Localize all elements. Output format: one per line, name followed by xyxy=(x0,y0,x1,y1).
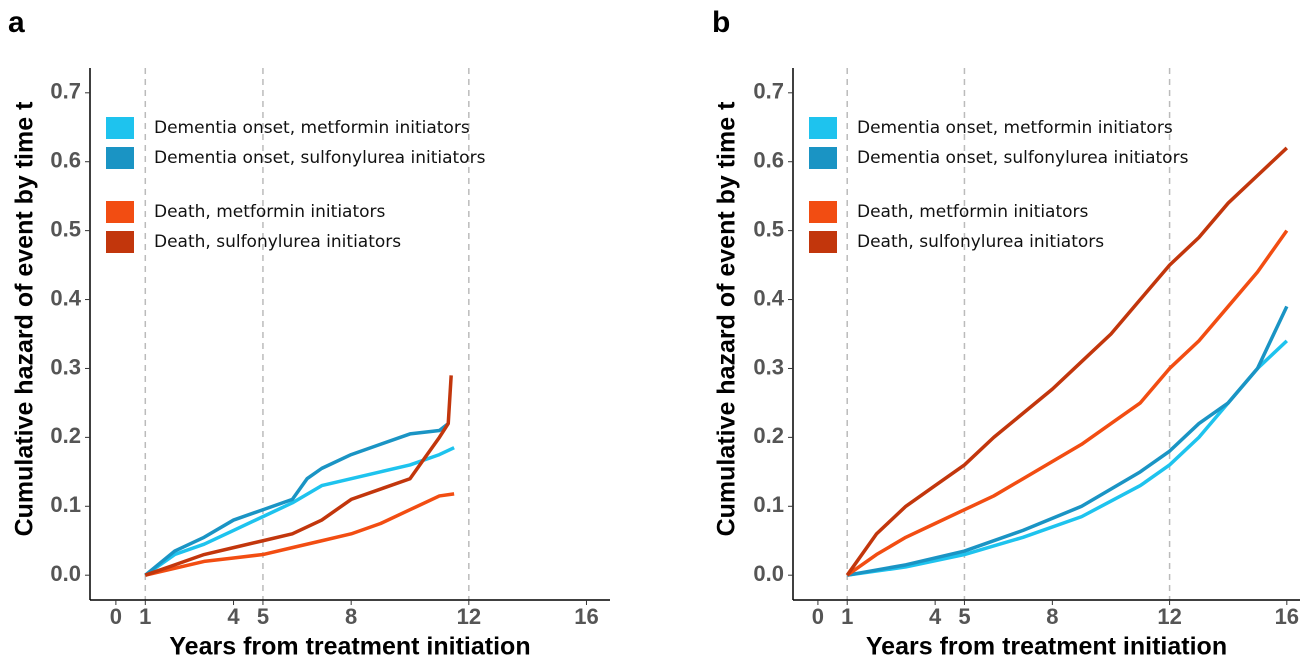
legend-label: Death, sulfonylurea initiators xyxy=(154,232,401,252)
y-tick-label: 0.6 xyxy=(753,148,784,173)
legend-label: Dementia onset, sulfonylurea initiators xyxy=(154,148,486,168)
line xyxy=(845,146,1289,577)
x-tick-label: 5 xyxy=(257,604,269,629)
y-tick-label: 0.5 xyxy=(50,216,81,241)
y-tick-label: 0.1 xyxy=(50,492,81,517)
x-tick-label: 1 xyxy=(841,604,853,629)
x-tick-label: 5 xyxy=(958,604,970,629)
line xyxy=(144,492,455,577)
y-tick-label: 0.2 xyxy=(753,423,784,448)
y-tick-label: 0.1 xyxy=(753,492,784,517)
y-tick-label: 0.7 xyxy=(50,79,81,104)
legend-swatch xyxy=(106,117,134,139)
y-tick-label: 0.0 xyxy=(753,561,784,586)
x-tick-label: 1 xyxy=(139,604,151,629)
y-tick-label: 0.2 xyxy=(50,423,81,448)
legend-label: Dementia onset, metformin initiators xyxy=(154,118,470,138)
panel-label: b xyxy=(712,6,730,39)
line xyxy=(846,305,1289,577)
y-tick-label: 0.7 xyxy=(753,79,784,104)
x-tick-label: 12 xyxy=(1157,604,1181,629)
x-tick-label: 4 xyxy=(929,604,942,629)
line xyxy=(144,446,455,577)
x-tick-label: 16 xyxy=(1275,604,1299,629)
legend-swatch xyxy=(809,117,837,139)
x-axis-title: Years from treatment initiation xyxy=(169,633,530,661)
line xyxy=(144,422,450,577)
legend-swatch xyxy=(106,201,134,223)
x-axis-title: Years from treatment initiation xyxy=(866,633,1227,661)
legend-label: Dementia onset, sulfonylurea initiators xyxy=(857,148,1189,168)
legend-label: Death, sulfonylurea initiators xyxy=(857,232,1104,252)
legend-label: Death, metformin initiators xyxy=(154,202,386,222)
panel-label: a xyxy=(8,6,25,39)
legend-label: Dementia onset, metformin initiators xyxy=(857,118,1173,138)
y-tick-label: 0.4 xyxy=(753,285,784,310)
legend-swatch xyxy=(106,147,134,169)
legend-swatch xyxy=(809,147,837,169)
x-tick-label: 8 xyxy=(345,604,357,629)
y-tick-label: 0.3 xyxy=(50,354,81,379)
legend-label: Death, metformin initiators xyxy=(857,202,1089,222)
x-tick-label: 0 xyxy=(110,604,122,629)
line xyxy=(144,375,453,577)
y-tick-label: 0.4 xyxy=(50,285,81,310)
line xyxy=(846,229,1289,577)
legend-swatch xyxy=(809,231,837,253)
y-tick-label: 0.3 xyxy=(753,354,784,379)
x-tick-label: 16 xyxy=(574,604,598,629)
legend-swatch xyxy=(809,201,837,223)
y-axis-title: Cumulative hazard of event by time t xyxy=(11,101,39,536)
y-tick-label: 0.5 xyxy=(753,216,784,241)
y-tick-label: 0.6 xyxy=(50,148,81,173)
x-tick-label: 0 xyxy=(812,604,824,629)
legend-swatch xyxy=(106,231,134,253)
x-tick-label: 12 xyxy=(457,604,481,629)
y-axis-title: Cumulative hazard of event by time t xyxy=(713,101,741,536)
y-tick-label: 0.0 xyxy=(50,561,81,586)
x-tick-label: 8 xyxy=(1046,604,1058,629)
x-tick-label: 4 xyxy=(227,604,240,629)
